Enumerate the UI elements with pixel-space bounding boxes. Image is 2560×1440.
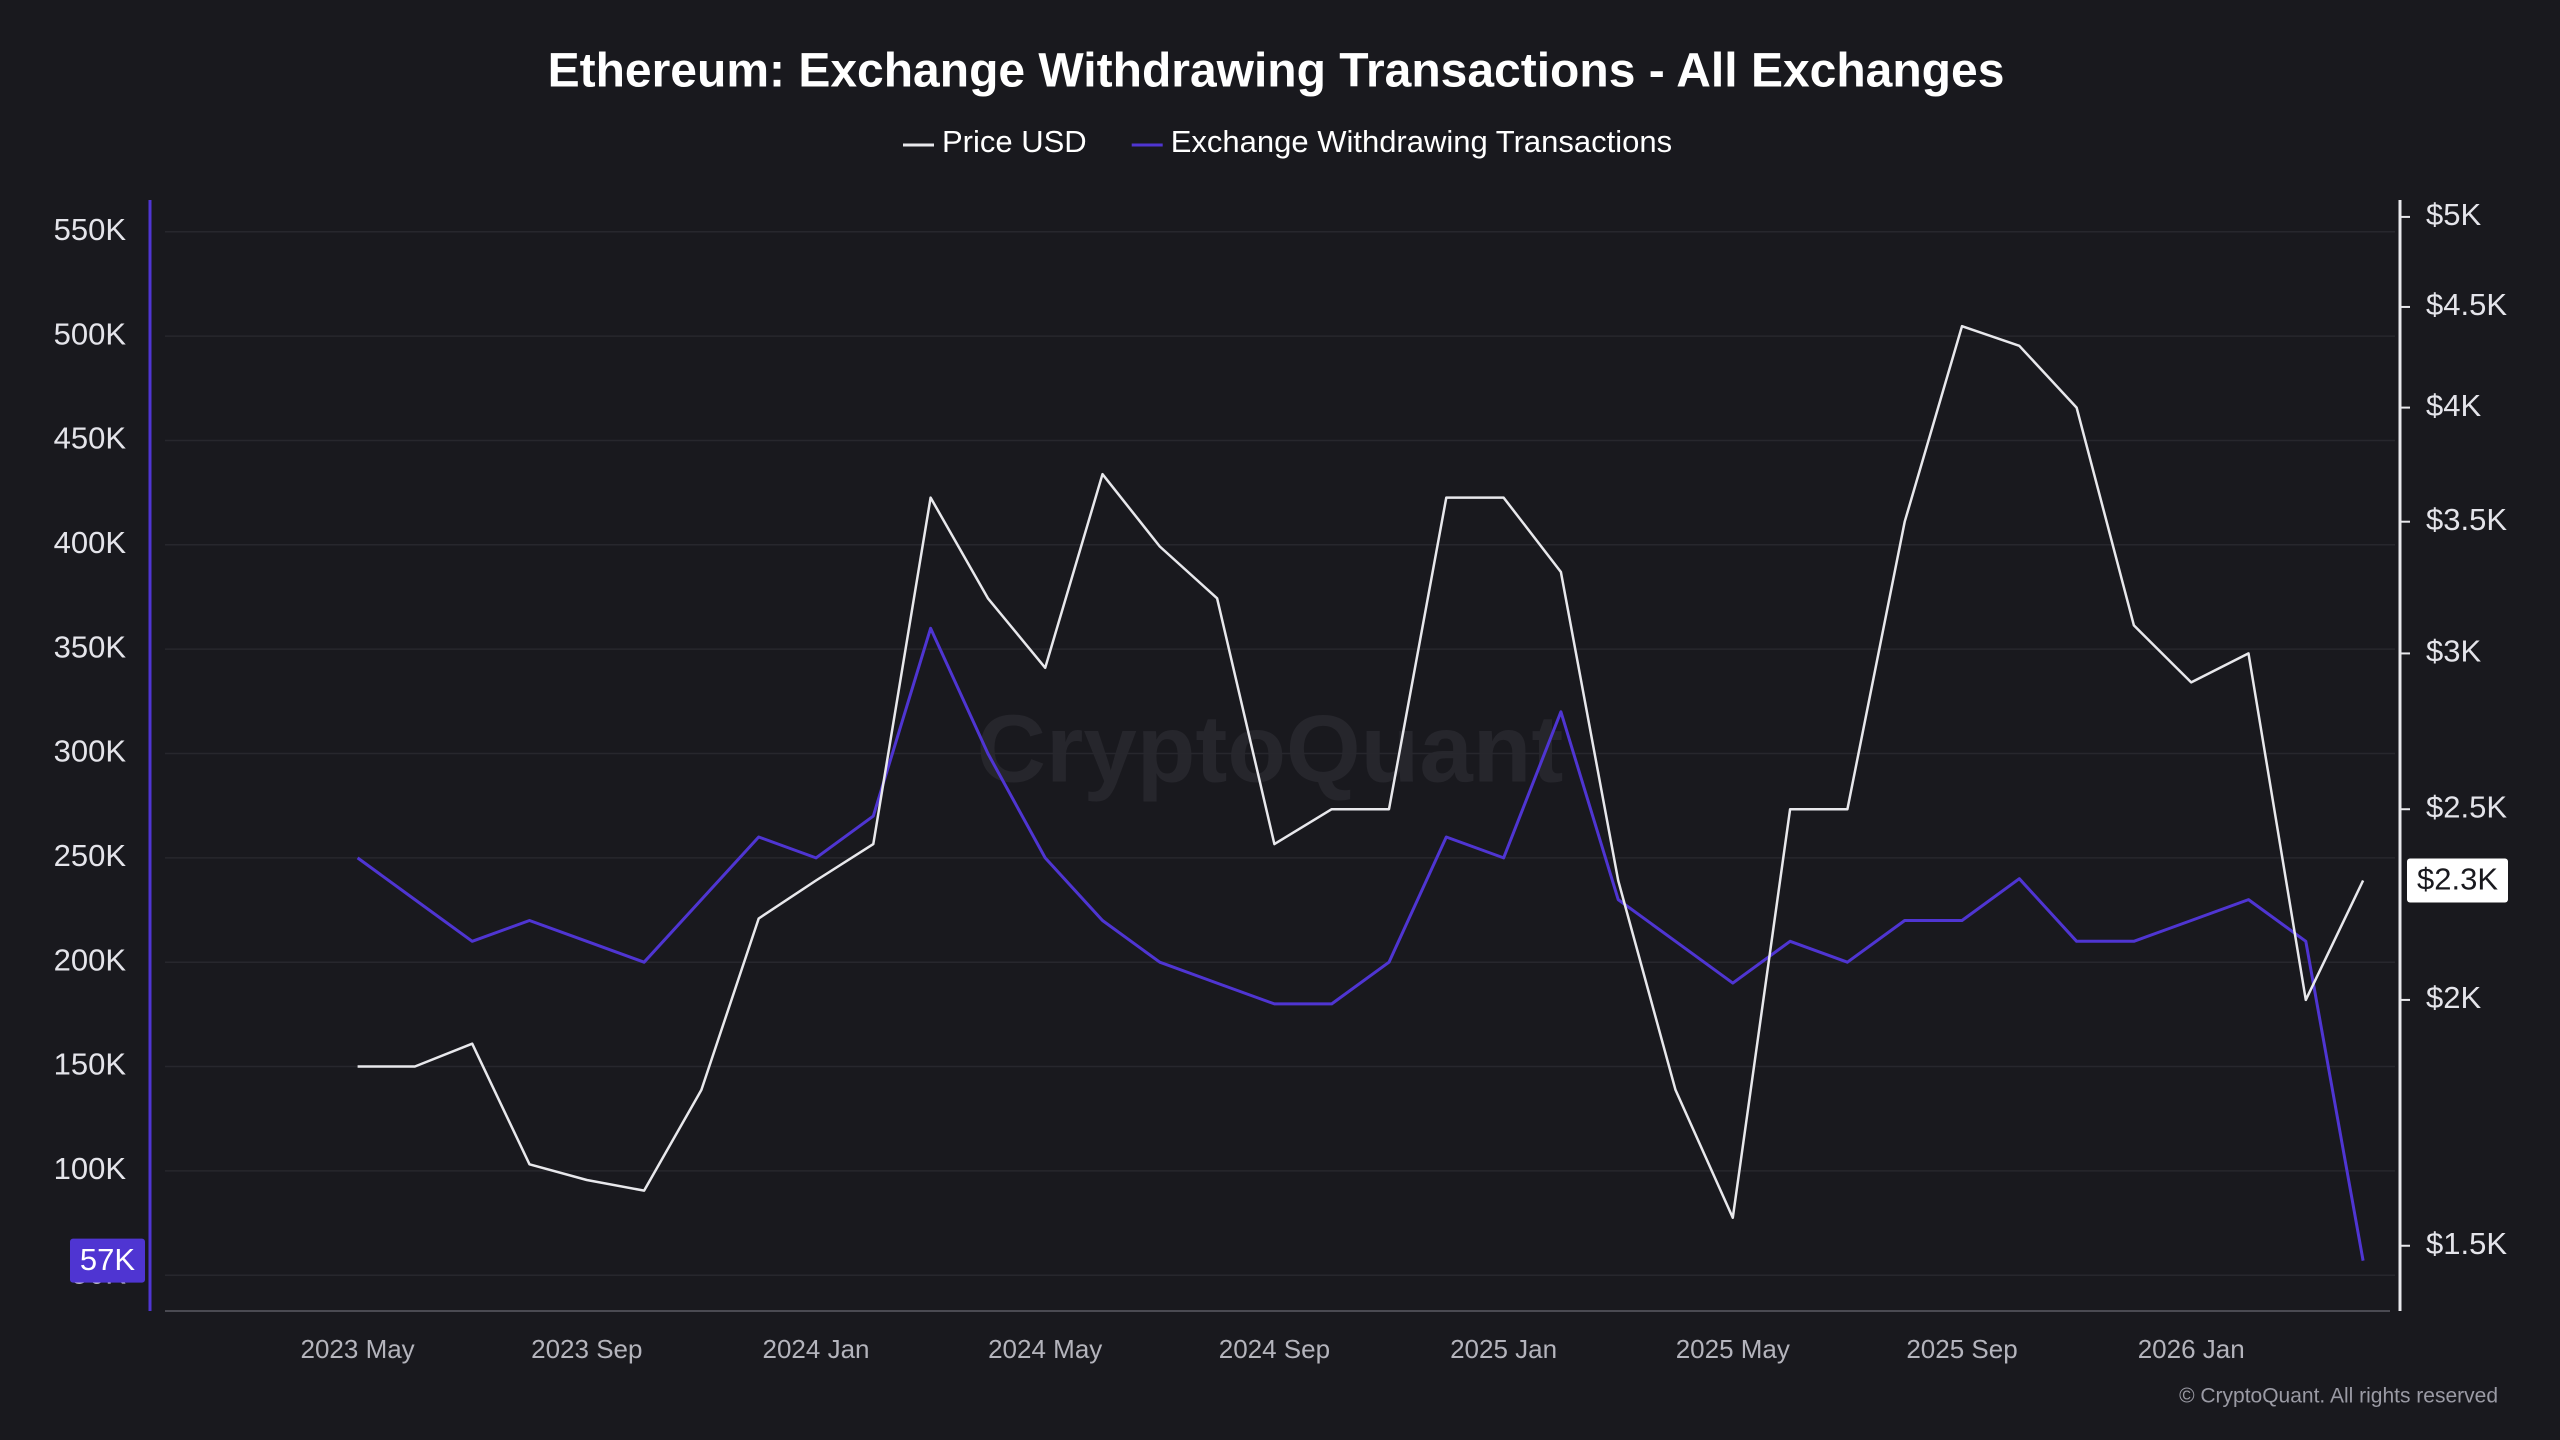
y-tick-label: 200K (54, 942, 127, 977)
value-label-box (2407, 858, 2508, 903)
chart-title: Ethereum: Exchange Withdrawing Transacti… (548, 45, 2005, 98)
y2-tick-label: $3K (2426, 634, 2481, 669)
y2-tick-label: $4.5K (2426, 287, 2507, 322)
legend-label: Price USD (942, 124, 1087, 159)
value-label: $2.3K (2407, 858, 2508, 903)
y2-tick-label: $2K (2426, 980, 2481, 1015)
watermark: CryptoQuant (977, 695, 1564, 802)
y2-tick-label: $2.5K (2426, 789, 2507, 824)
legend-label: Exchange Withdrawing Transactions (1171, 124, 1672, 159)
x-tick-label: 2025 May (1676, 1334, 1790, 1364)
legend-item: Price USD (903, 124, 1087, 159)
x-tick-label: 2023 Sep (531, 1334, 642, 1364)
y-tick-label: 350K (54, 629, 127, 664)
x-tick-label: 2023 May (301, 1334, 415, 1364)
x-tick-label: 2026 Jan (2138, 1334, 2245, 1364)
y-tick-label: 150K (54, 1047, 127, 1082)
x-tick-label: 2024 Sep (1219, 1334, 1330, 1364)
value-label-box (70, 1238, 145, 1283)
copyright: © CryptoQuant. All rights reserved (2179, 1385, 2498, 1408)
y-tick-label: 250K (54, 838, 127, 873)
y2-tick-label: $1.5K (2426, 1226, 2507, 1261)
value-label: 57K (70, 1238, 145, 1283)
x-tick-label: 2025 Jan (1450, 1334, 1557, 1364)
y2-tick-label: $4K (2426, 388, 2481, 423)
y2-tick-label: $3.5K (2426, 502, 2507, 537)
x-tick-label: 2024 Jan (763, 1334, 870, 1364)
series-line (357, 324, 2365, 1219)
value-label-text: $2.3K (2417, 862, 2498, 897)
x-tick-label: 2024 May (988, 1334, 1102, 1364)
y2-tick-label: $5K (2426, 197, 2481, 232)
y-tick-label: 500K (54, 316, 127, 351)
y-tick-label: 400K (54, 525, 127, 560)
y-tick-label: 450K (54, 421, 127, 456)
y-tick-label: 100K (54, 1151, 127, 1186)
value-label-text: 57K (80, 1242, 135, 1277)
y-tick-label: 550K (54, 212, 127, 247)
legend-item: Exchange Withdrawing Transactions (1131, 124, 1672, 159)
y-tick-label: 300K (54, 734, 127, 769)
series-line (356, 626, 2365, 1261)
x-tick-label: 2025 Sep (1906, 1334, 2017, 1364)
